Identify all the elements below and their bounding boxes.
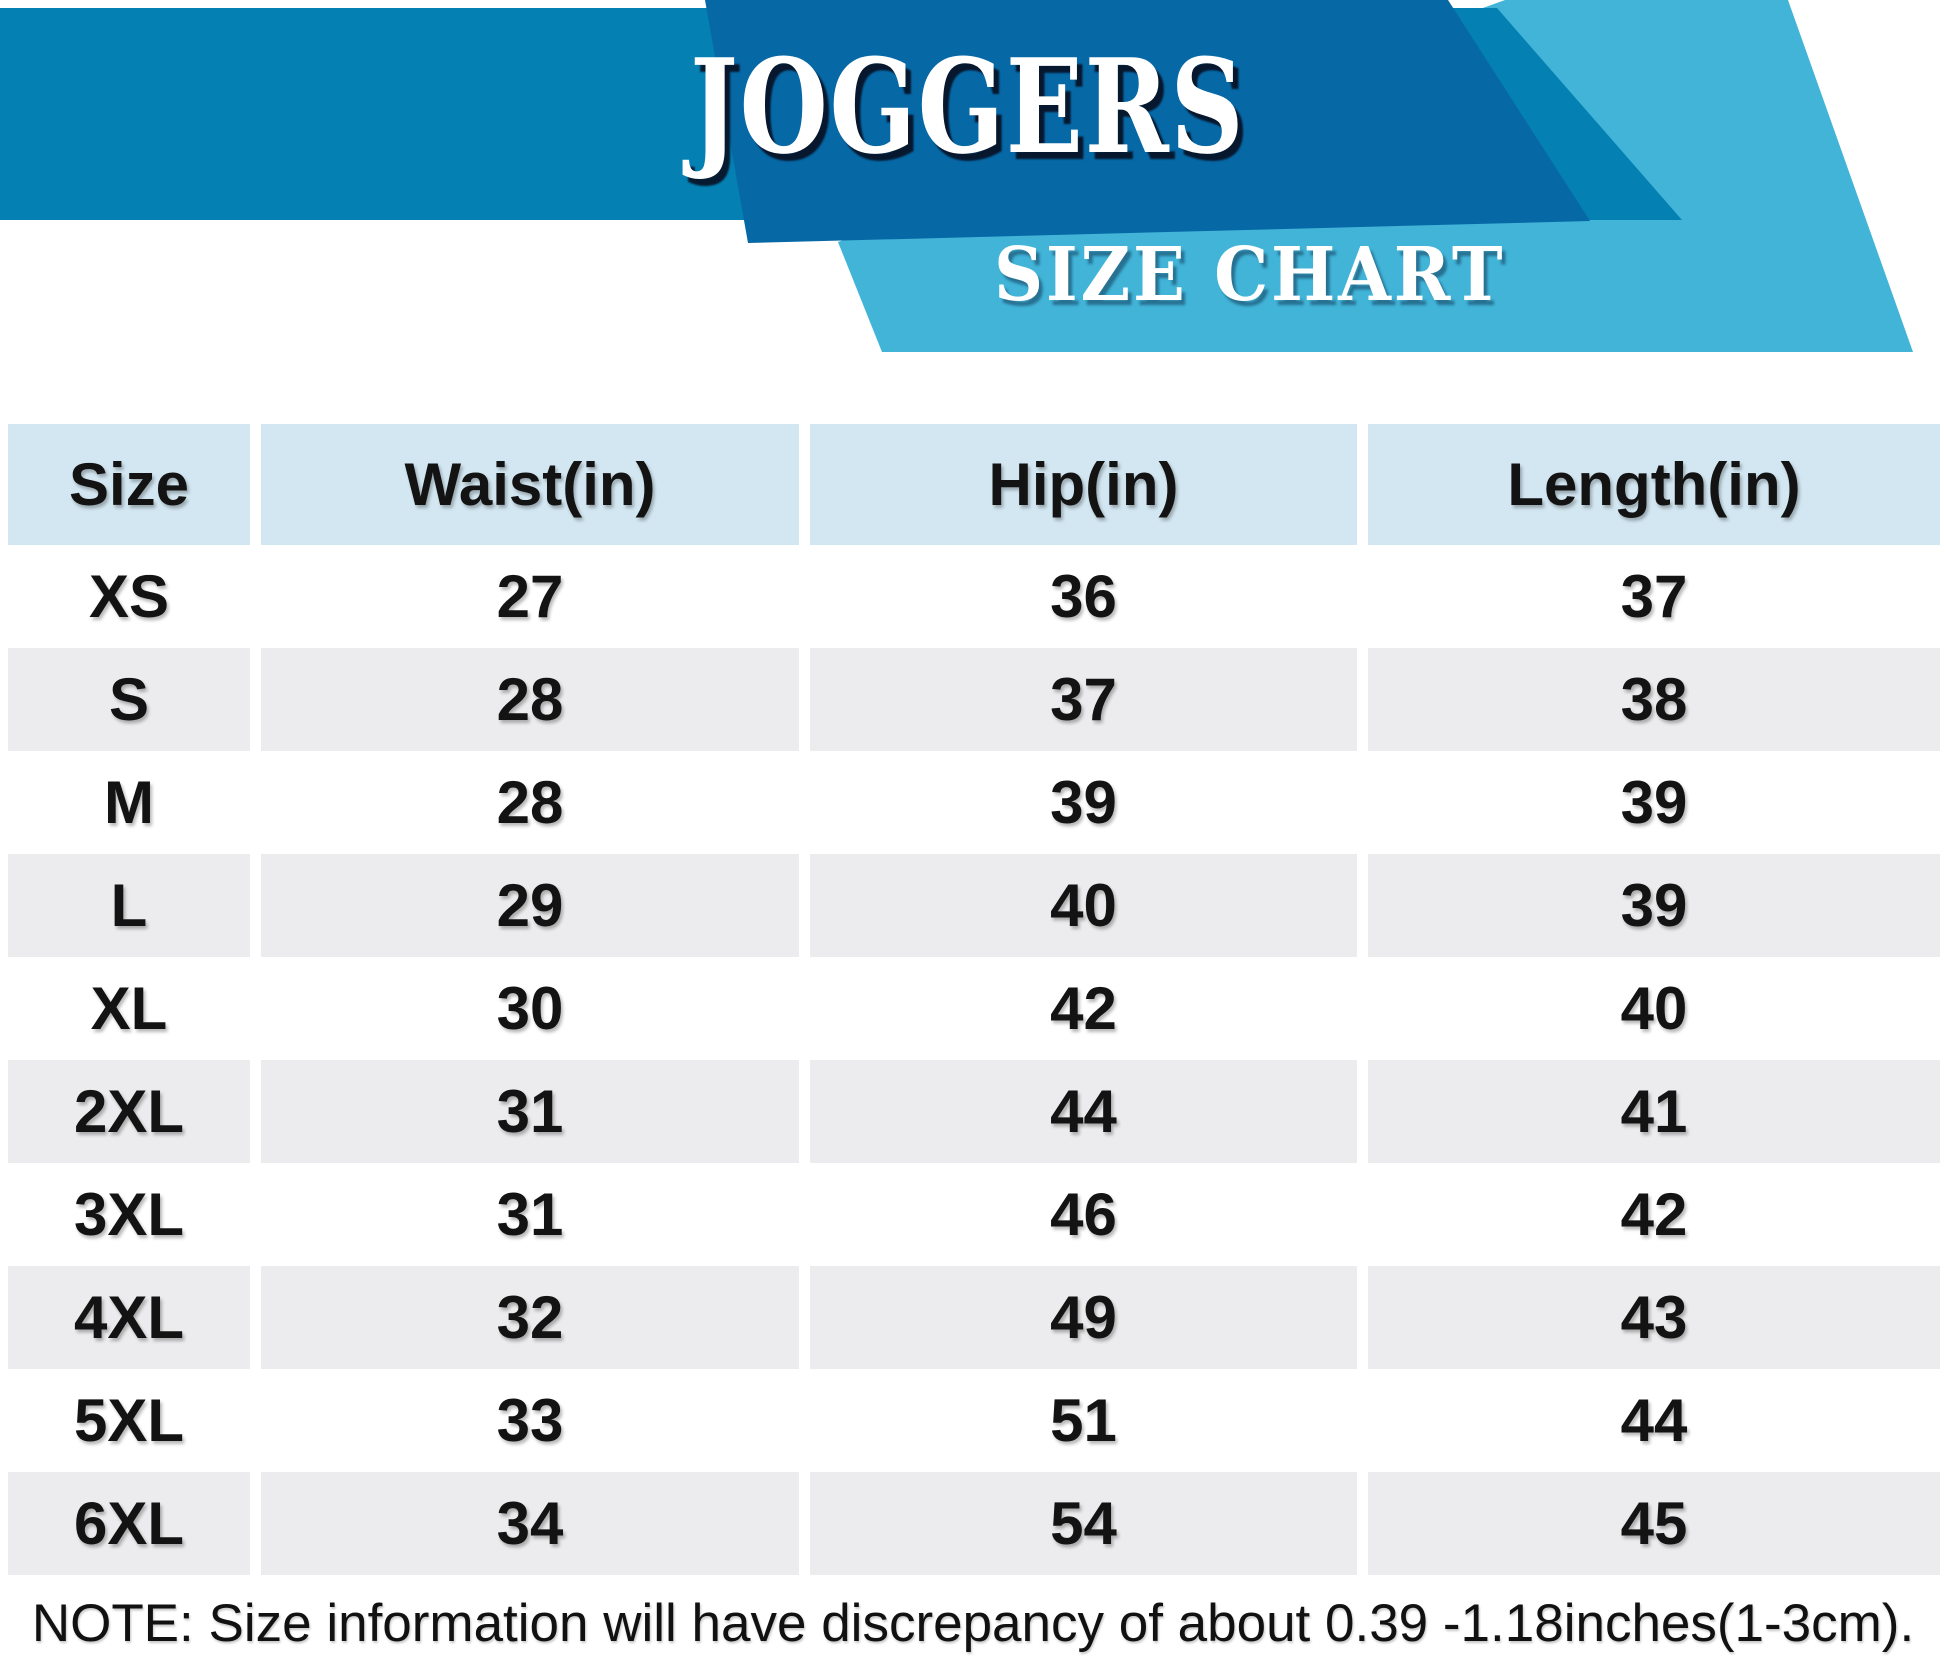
banner-ribbon-graphic <box>0 0 1913 352</box>
table-row-m: M 28 39 39 <box>0 751 1946 854</box>
length-value: 40 <box>1368 957 1940 1060</box>
size-label: S <box>8 648 250 751</box>
waist-value: 33 <box>261 1369 799 1472</box>
hip-value: 51 <box>810 1369 1357 1472</box>
table-row-l: L 29 40 39 <box>0 854 1946 957</box>
size-table: Size Waist(in) Hip(in) Length(in) XS 27 36 37 S… <box>0 424 1946 1575</box>
length-value: 44 <box>1368 1369 1940 1472</box>
length-value: 42 <box>1368 1163 1940 1266</box>
hip-value: 40 <box>810 854 1357 957</box>
table-row-6xl: 6XL 34 54 45 <box>0 1472 1946 1575</box>
table-row-xs: XS 27 36 37 <box>0 545 1946 648</box>
waist-value: 31 <box>261 1060 799 1163</box>
size-label: 4XL <box>8 1266 250 1369</box>
waist-value: 27 <box>261 545 799 648</box>
hip-value: 49 <box>810 1266 1357 1369</box>
page-subtitle: SIZE CHART <box>994 232 1506 318</box>
table-row-2xl: 2XL 31 44 41 <box>0 1060 1946 1163</box>
length-value: 41 <box>1368 1060 1940 1163</box>
hip-value: 36 <box>810 545 1357 648</box>
hip-value: 54 <box>810 1472 1357 1575</box>
column-header-hipin: Hip(in) <box>810 424 1357 545</box>
size-label: 6XL <box>8 1472 250 1575</box>
size-label: M <box>8 751 250 854</box>
waist-value: 28 <box>261 751 799 854</box>
table-row-s: S 28 37 38 <box>0 648 1946 751</box>
size-label: XL <box>8 957 250 1060</box>
hip-value: 44 <box>810 1060 1357 1163</box>
size-label: 3XL <box>8 1163 250 1266</box>
length-value: 38 <box>1368 648 1940 751</box>
table-body: XS 27 36 37 S 28 37 38 M 28 39 39 L 29 40 39 XL 30 42 40 2XL… <box>0 545 1946 1575</box>
column-header-size: Size <box>8 424 250 545</box>
column-header-waistin: Waist(in) <box>261 424 799 545</box>
waist-value: 30 <box>261 957 799 1060</box>
table-row-5xl: 5XL 33 51 44 <box>0 1369 1946 1472</box>
length-value: 43 <box>1368 1266 1940 1369</box>
page-title: JOGGERS <box>690 30 1246 183</box>
table-header-row: Size Waist(in) Hip(in) Length(in) <box>0 424 1946 545</box>
size-label: L <box>8 854 250 957</box>
hip-value: 46 <box>810 1163 1357 1266</box>
column-header-lengthin: Length(in) <box>1368 424 1940 545</box>
size-label: 2XL <box>8 1060 250 1163</box>
hip-value: 42 <box>810 957 1357 1060</box>
size-label: XS <box>8 545 250 648</box>
length-value: 39 <box>1368 751 1940 854</box>
ribbon-dark-blue-shape <box>705 0 1590 243</box>
size-label: 5XL <box>8 1369 250 1472</box>
hip-value: 39 <box>810 751 1357 854</box>
banner: JOGGERS SIZE CHART <box>0 0 1946 390</box>
length-value: 37 <box>1368 545 1940 648</box>
table-row-4xl: 4XL 32 49 43 <box>0 1266 1946 1369</box>
note-text: NOTE: Size information will have discrep… <box>31 1594 1915 1653</box>
waist-value: 28 <box>261 648 799 751</box>
waist-value: 29 <box>261 854 799 957</box>
waist-value: 31 <box>261 1163 799 1266</box>
waist-value: 34 <box>261 1472 799 1575</box>
table-row-3xl: 3XL 31 46 42 <box>0 1163 1946 1266</box>
table-row-xl: XL 30 42 40 <box>0 957 1946 1060</box>
waist-value: 32 <box>261 1266 799 1369</box>
length-value: 45 <box>1368 1472 1940 1575</box>
length-value: 39 <box>1368 854 1940 957</box>
hip-value: 37 <box>810 648 1357 751</box>
